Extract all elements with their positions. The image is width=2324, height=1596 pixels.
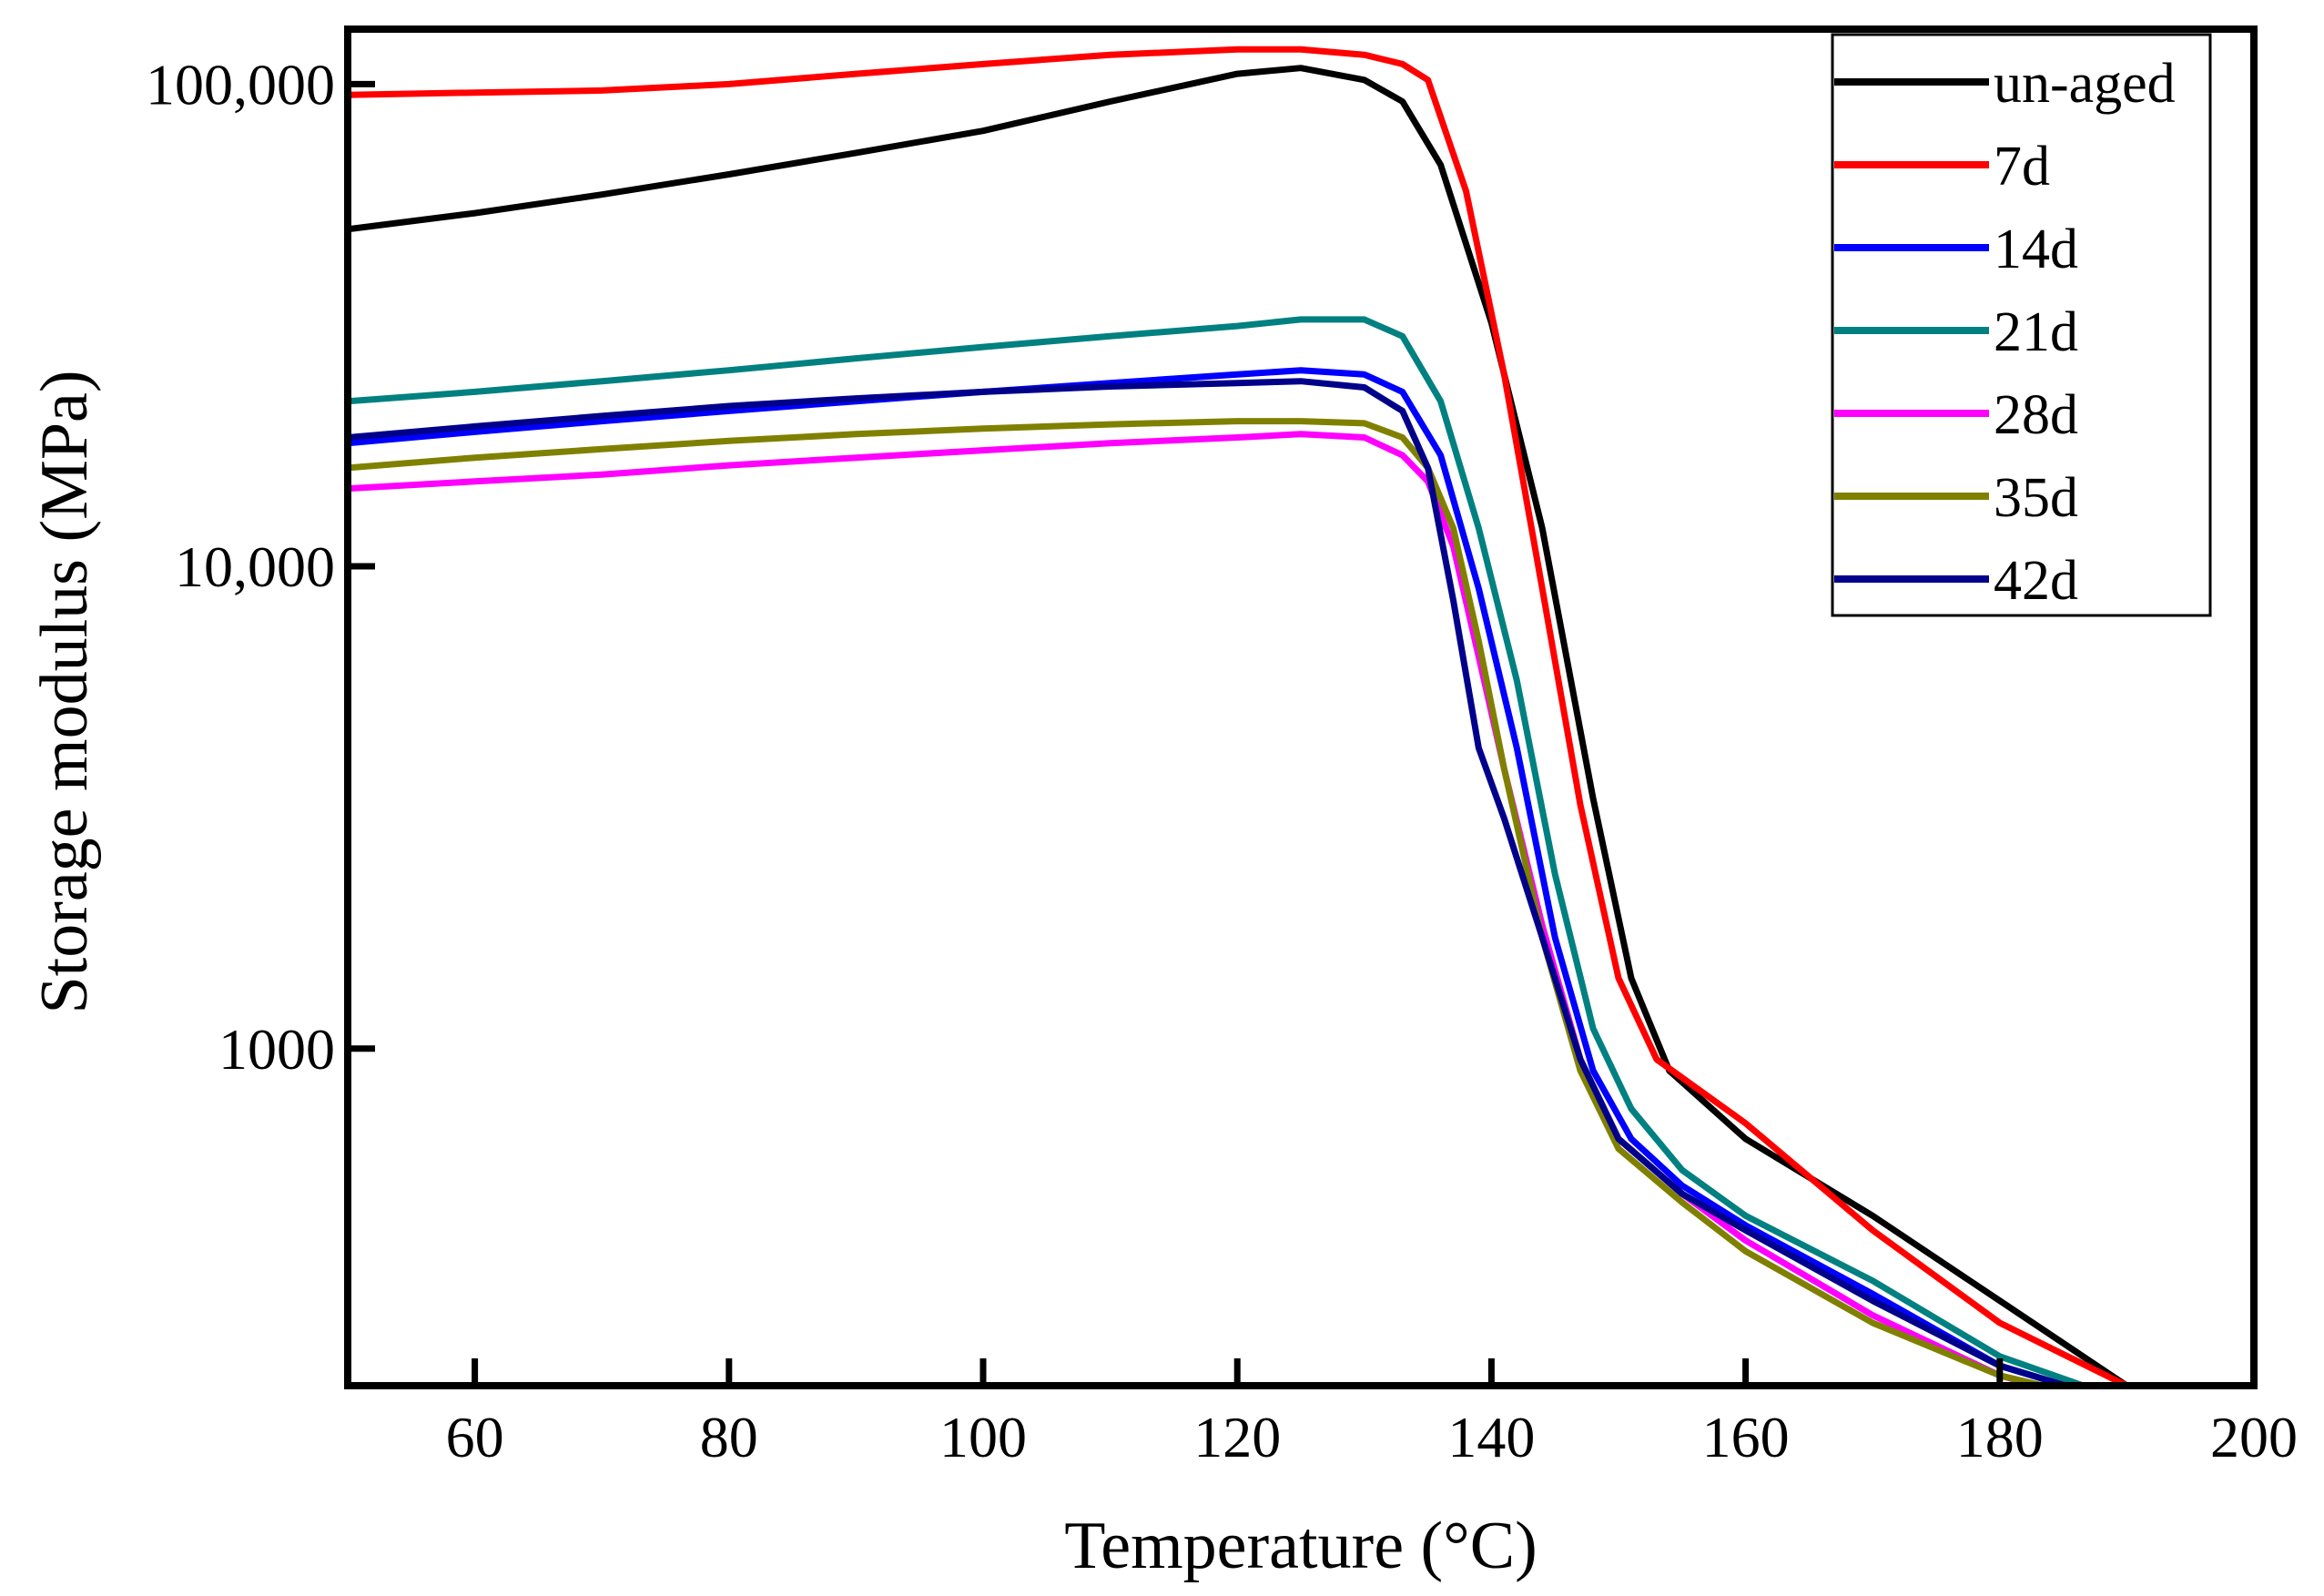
legend-label-14d: 14d xyxy=(1994,219,2078,280)
x-tick-label: 100 xyxy=(939,1405,1027,1469)
series-line-42d xyxy=(348,378,2077,1386)
series-line-21d xyxy=(348,316,2094,1386)
x-tick-label: 160 xyxy=(1702,1405,1790,1469)
x-tick-label: 200 xyxy=(2210,1405,2298,1469)
x-tick-label: 180 xyxy=(1956,1405,2044,1469)
legend-label-un-aged: un-aged xyxy=(1994,53,2176,115)
series-line-14d xyxy=(348,367,2077,1386)
legend-label-28d: 28d xyxy=(1994,384,2078,446)
series-layer xyxy=(348,46,2130,1386)
legend: un-aged 7d 14d 21d 28d 35d 42d xyxy=(1831,33,2212,617)
legend-label-35d: 35d xyxy=(1994,467,2078,529)
legend-label-21d: 21d xyxy=(1994,301,2078,363)
x-tick-label: 140 xyxy=(1447,1405,1535,1469)
y-tick-label: 10,000 xyxy=(175,534,335,599)
x-tick-label: 80 xyxy=(700,1405,758,1469)
series-line-7d xyxy=(348,46,2130,1386)
plot-frame xyxy=(344,25,2258,1389)
x-tick-label: 120 xyxy=(1193,1405,1281,1469)
legend-label-42d: 42d xyxy=(1994,550,2078,612)
legend-label-7d: 7d xyxy=(1994,136,2050,198)
y-axis-ticks: 1000 10,000 100,000 xyxy=(146,52,375,1082)
y-tick-label: 1000 xyxy=(218,1017,335,1082)
x-axis-label: Temperature (°C) xyxy=(1064,1509,1537,1583)
y-tick-label: 100,000 xyxy=(146,52,335,117)
x-axis-ticks: 60 80 100 120 140 160 180 200 xyxy=(446,1358,2298,1469)
series-line-un-aged xyxy=(348,65,2130,1386)
x-tick-label: 60 xyxy=(446,1405,504,1469)
legend-box xyxy=(1831,33,2212,617)
y-axis-label: Storage modulus (MPa) xyxy=(27,370,102,1013)
